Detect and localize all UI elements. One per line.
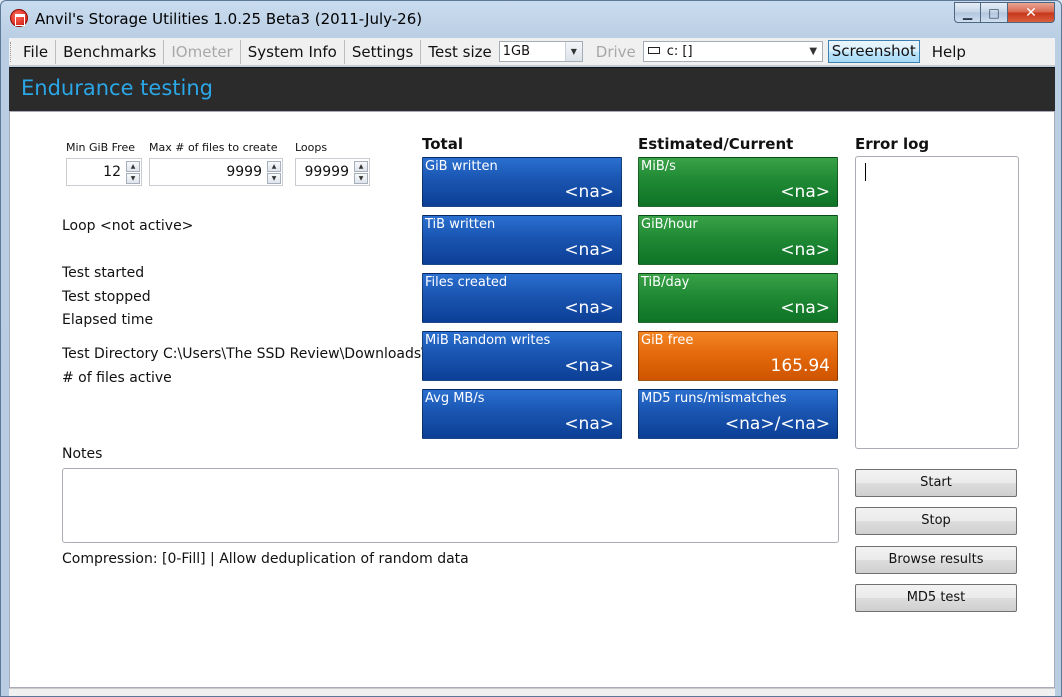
files-active-label: # of files active (62, 370, 172, 386)
chevron-down-icon: ▼ (564, 42, 582, 61)
tile-label: MiB Random writes (425, 333, 551, 348)
tile-label: GiB/hour (641, 217, 698, 232)
max-files-stepper[interactable]: 9999 ▲ ▼ (149, 158, 283, 186)
loops-value: 99999 (304, 164, 349, 180)
tile-avg-mbs: Avg MB/s <na> (422, 389, 622, 439)
maximize-icon: □ (988, 5, 1000, 20)
tile-md5-runs: MD5 runs/mismatches <na>/<na> (638, 389, 838, 439)
tile-value: <na> (780, 182, 830, 202)
screenshot-button[interactable]: Screenshot (827, 40, 920, 63)
test-started-label: Test started (62, 265, 145, 281)
window-controls: ▁ □ ✕ (954, 2, 1055, 23)
min-free-label: Min GiB Free (66, 141, 135, 154)
tile-gib-written: GiB written <na> (422, 157, 622, 207)
tile-label: MD5 runs/mismatches (641, 391, 787, 406)
tile-value: <na> (564, 298, 614, 318)
compression-info: Compression: [0-Fill] | Allow deduplicat… (62, 551, 469, 567)
loops-stepper[interactable]: 99999 ▲ ▼ (295, 158, 370, 186)
tile-label: TiB written (425, 217, 496, 232)
anvil-app-icon[interactable] (10, 9, 28, 27)
error-log-textarea[interactable] (855, 156, 1019, 449)
tile-value: <na> (564, 240, 614, 260)
tile-gib-free: GiB free 165.94 (638, 331, 838, 381)
menu-settings[interactable]: Settings (345, 39, 422, 64)
menu-iometer[interactable]: IOmeter (164, 39, 241, 64)
md5-test-button[interactable]: MD5 test (855, 584, 1017, 612)
estimated-heading: Estimated/Current (638, 135, 794, 153)
menu-help[interactable]: Help (931, 42, 966, 61)
endurance-panel: Min GiB Free 12 ▲ ▼ Max # of files to cr… (9, 111, 1055, 688)
close-button[interactable]: ✕ (1008, 2, 1055, 23)
decrement-icon[interactable]: ▼ (354, 173, 368, 184)
test-size-label: Test size (428, 42, 492, 61)
maximize-button[interactable]: □ (981, 2, 1008, 23)
tile-value: <na> (780, 240, 830, 260)
tile-tib-written: TiB written <na> (422, 215, 622, 265)
start-button[interactable]: Start (855, 469, 1017, 497)
min-free-stepper[interactable]: 12 ▲ ▼ (66, 158, 142, 186)
tile-label: TiB/day (641, 275, 690, 290)
drive-value: c: [] (666, 44, 693, 59)
tile-label: MiB/s (641, 159, 676, 174)
error-log-heading: Error log (855, 135, 930, 153)
drive-icon (647, 47, 660, 54)
test-size-select[interactable]: 1GB ▼ (498, 41, 583, 62)
menu-system-info[interactable]: System Info (241, 39, 345, 64)
notes-label: Notes (62, 446, 103, 462)
notes-textarea[interactable] (62, 468, 839, 543)
tile-label: Files created (425, 275, 508, 290)
menu-benchmarks[interactable]: Benchmarks (56, 39, 165, 64)
tile-value: <na> (564, 356, 614, 376)
tile-value: <na> (564, 182, 614, 202)
tile-mibs: MiB/s <na> (638, 157, 838, 207)
max-files-value: 9999 (226, 164, 262, 180)
tile-gib-hour: GiB/hour <na> (638, 215, 838, 265)
drive-label: Drive (595, 42, 636, 61)
elapsed-time-label: Elapsed time (62, 312, 154, 328)
window-title: Anvil's Storage Utilities 1.0.25 Beta3 (… (35, 10, 423, 28)
min-free-value: 12 (103, 164, 121, 180)
max-files-label: Max # of files to create (149, 141, 278, 154)
status-bar (9, 688, 1055, 696)
test-directory-clip: Test Directory C:\Users\The SSD Review\D… (62, 346, 422, 362)
page-title: Endurance testing (21, 76, 213, 100)
loop-status: Loop <not active> (62, 218, 194, 234)
decrement-icon[interactable]: ▼ (267, 173, 281, 184)
tile-value: <na> (780, 298, 830, 318)
tile-files-created: Files created <na> (422, 273, 622, 323)
tile-mib-random-writes: MiB Random writes <na> (422, 331, 622, 381)
title-bar[interactable]: Anvil's Storage Utilities 1.0.25 Beta3 (… (1, 1, 1061, 37)
chevron-down-icon: ▼ (809, 46, 818, 57)
tile-value: <na> (564, 414, 614, 434)
tile-tib-day: TiB/day <na> (638, 273, 838, 323)
menu-bar: File Benchmarks IOmeter System Info Sett… (9, 38, 1055, 66)
test-directory-label: Test Directory C:\Users\The SSD Review\D… (62, 346, 422, 362)
minimize-icon: ▁ (962, 5, 973, 20)
tile-label: GiB free (641, 333, 694, 348)
close-icon: ✕ (1025, 4, 1037, 21)
browse-results-button[interactable]: Browse results (855, 546, 1017, 574)
total-heading: Total (422, 135, 463, 153)
decrement-icon[interactable]: ▼ (126, 173, 140, 184)
menu-file[interactable]: File (16, 39, 57, 64)
drive-select[interactable]: c: [] ▼ (642, 41, 823, 62)
toolbar-grip[interactable] (10, 41, 13, 62)
increment-icon[interactable]: ▲ (267, 161, 281, 172)
test-size-value: 1GB (502, 44, 531, 59)
section-header: Endurance testing (9, 67, 1055, 111)
increment-icon[interactable]: ▲ (354, 161, 368, 172)
tile-label: GiB written (425, 159, 498, 174)
increment-icon[interactable]: ▲ (126, 161, 140, 172)
minimize-button[interactable]: ▁ (954, 2, 981, 23)
tile-label: Avg MB/s (425, 391, 485, 406)
text-caret (865, 163, 866, 181)
test-stopped-label: Test stopped (62, 289, 151, 305)
tile-value: <na>/<na> (724, 414, 830, 434)
stop-button[interactable]: Stop (855, 507, 1017, 535)
loops-label: Loops (295, 141, 328, 154)
tile-value: 165.94 (770, 356, 830, 376)
